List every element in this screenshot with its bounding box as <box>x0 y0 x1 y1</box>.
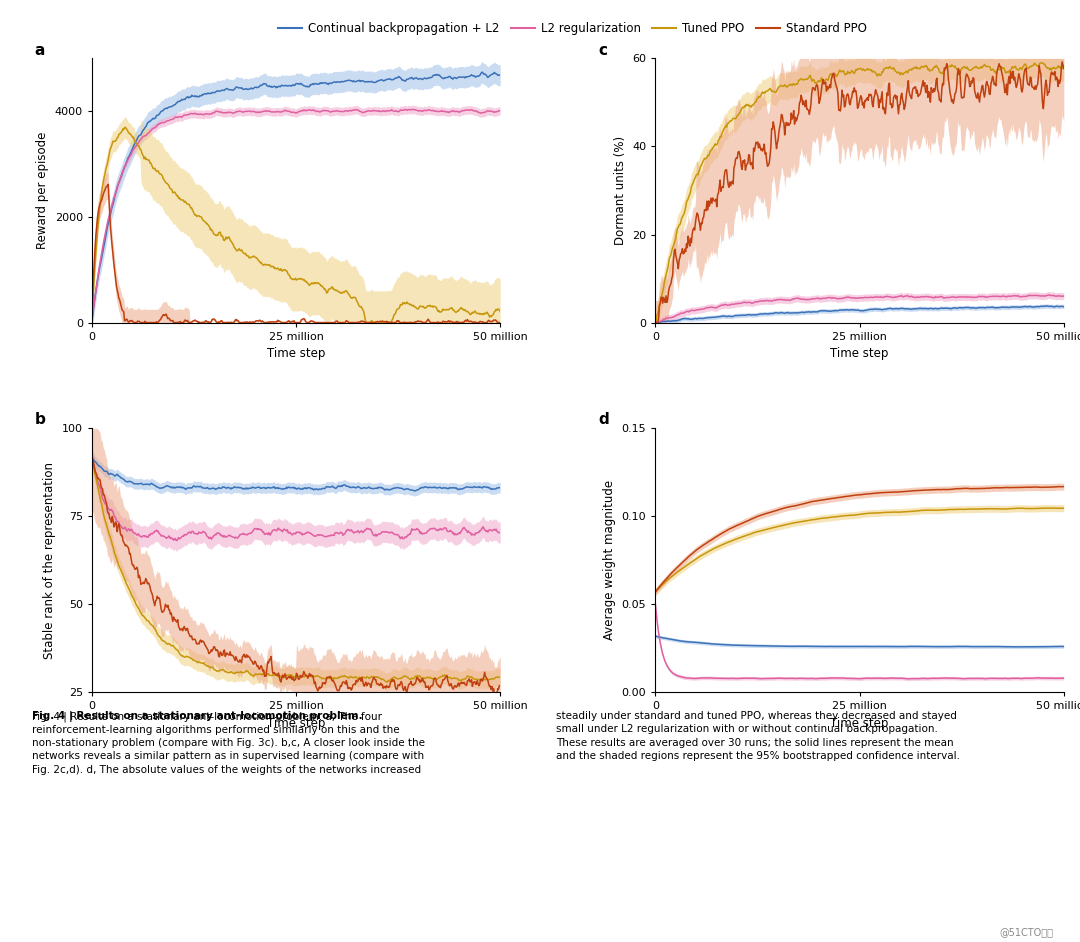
X-axis label: Time step: Time step <box>267 717 325 730</box>
Y-axis label: Average weight magnitude: Average weight magnitude <box>604 480 617 641</box>
Text: b: b <box>35 413 45 428</box>
Text: Fig. 4 | Results on a stationary ant-locomotion problem.: Fig. 4 | Results on a stationary ant-loc… <box>32 711 363 723</box>
Legend: Continual backpropagation + L2, L2 regularization, Tuned PPO, Standard PPO: Continual backpropagation + L2, L2 regul… <box>273 17 872 40</box>
Text: d: d <box>598 413 609 428</box>
Text: @51CTO博客: @51CTO博客 <box>999 927 1053 937</box>
X-axis label: Time step: Time step <box>831 348 889 360</box>
Y-axis label: Dormant units (%): Dormant units (%) <box>613 136 626 245</box>
Text: Fig. 4 | Results on a stationary ant-locomotion problem. a, The four
reinforceme: Fig. 4 | Results on a stationary ant-loc… <box>32 711 426 774</box>
X-axis label: Time step: Time step <box>267 348 325 360</box>
Y-axis label: Reward per episode: Reward per episode <box>36 132 49 250</box>
Text: c: c <box>598 42 607 57</box>
Text: a: a <box>35 42 45 57</box>
X-axis label: Time step: Time step <box>831 717 889 730</box>
Y-axis label: Stable rank of the representation: Stable rank of the representation <box>43 462 56 658</box>
Text: steadily under standard and tuned PPO, whereas they decreased and stayed
small u: steadily under standard and tuned PPO, w… <box>556 711 960 761</box>
